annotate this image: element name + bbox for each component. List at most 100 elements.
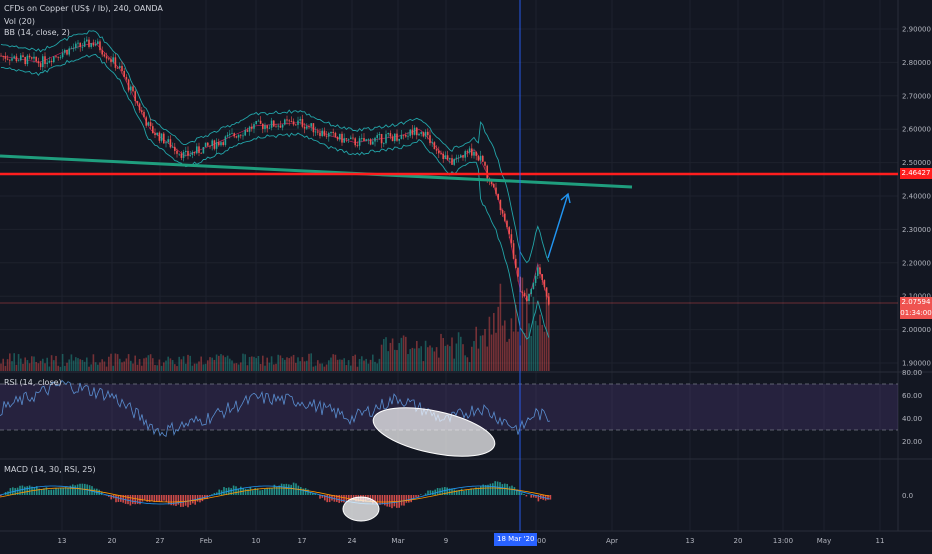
- volume-bar: [249, 357, 251, 371]
- rsi-legend[interactable]: RSI (14, close): [4, 378, 62, 388]
- macd-bar: [283, 484, 285, 495]
- candle-body: [541, 274, 543, 280]
- macd-bar: [218, 490, 220, 495]
- volume-bar: [150, 354, 152, 371]
- candle-body: [533, 283, 535, 289]
- candle-body: [236, 136, 238, 137]
- volume-bar: [449, 346, 451, 371]
- volume-bar: [75, 357, 77, 371]
- volume-bar: [185, 364, 187, 371]
- candle-body: [35, 57, 37, 62]
- macd-tick-label: 0.0: [902, 492, 913, 500]
- volume-legend[interactable]: Vol (20): [4, 17, 35, 27]
- candle-body: [13, 56, 15, 58]
- candle-body: [394, 134, 396, 142]
- volume-bar: [500, 284, 502, 371]
- volume-bar: [299, 361, 301, 371]
- macd-bar: [506, 484, 508, 495]
- candle-body: [11, 58, 13, 60]
- volume-bar: [143, 358, 145, 371]
- volume-bar: [38, 363, 40, 371]
- volume-bar: [418, 348, 420, 371]
- volume-bar: [181, 359, 183, 371]
- candle-body: [262, 124, 264, 129]
- macd-bar: [77, 484, 79, 495]
- candle-body: [436, 149, 438, 150]
- volume-bar: [189, 356, 191, 371]
- candle-body: [458, 158, 460, 159]
- candle-body: [539, 267, 541, 274]
- macd-bar: [290, 485, 292, 495]
- macd-legend[interactable]: MACD (14, 30, RSI, 25): [4, 465, 96, 475]
- volume-bar: [84, 362, 86, 371]
- volume-bar: [46, 358, 48, 371]
- symbol-legend[interactable]: CFDs on Copper (US$ / lb), 240, OANDA: [4, 4, 163, 14]
- candle-body: [409, 130, 411, 136]
- volume-bar: [335, 355, 337, 371]
- macd-bar: [173, 495, 175, 505]
- volume-bar: [167, 357, 169, 371]
- volume-bar: [528, 323, 530, 371]
- candle-body: [480, 156, 482, 161]
- macd-bar: [382, 495, 384, 504]
- volume-bar: [324, 367, 326, 371]
- volume-bar: [304, 361, 306, 371]
- volume-bar: [205, 364, 207, 371]
- macd-bar: [281, 484, 283, 495]
- candle-body: [106, 56, 108, 58]
- candle-body: [24, 57, 26, 64]
- candle-body: [181, 154, 183, 158]
- volume-bar: [22, 364, 24, 371]
- volume-bar: [462, 344, 464, 371]
- price-tick-label: 2.00000: [902, 326, 931, 334]
- candle-body: [537, 267, 539, 275]
- volume-bar: [227, 356, 229, 371]
- volume-bar: [297, 357, 299, 371]
- volume-bar: [20, 359, 22, 371]
- volume-bar: [55, 356, 57, 371]
- volume-bar: [93, 354, 95, 371]
- candle-body: [471, 148, 473, 155]
- price-tick-label: 2.40000: [902, 193, 931, 201]
- volume-bar: [9, 353, 11, 371]
- macd-bar: [29, 486, 31, 495]
- volume-bar: [209, 357, 211, 371]
- candle-body: [194, 152, 196, 153]
- macd-bar: [490, 484, 492, 495]
- macd-bar: [132, 495, 134, 504]
- candle-body: [370, 139, 372, 144]
- candle-body: [128, 79, 130, 90]
- macd-bar: [151, 495, 153, 501]
- volume-bar: [339, 359, 341, 371]
- candle-body: [513, 243, 515, 259]
- candle-body: [86, 40, 88, 42]
- volume-bar: [427, 347, 429, 371]
- volume-bar: [390, 343, 392, 371]
- candle-body: [75, 44, 77, 48]
- time-tick-label: 13:00: [773, 537, 793, 545]
- price-tick-label: 2.80000: [902, 59, 931, 67]
- candle-body: [229, 134, 231, 135]
- macd-bar: [386, 495, 388, 507]
- volume-bar: [511, 318, 513, 371]
- candle-body: [383, 143, 385, 144]
- volume-bar: [313, 367, 315, 371]
- macd-bar: [142, 495, 144, 502]
- macd-bar: [98, 490, 100, 495]
- macd-bar: [389, 495, 391, 507]
- volume-bar: [2, 359, 4, 371]
- volume-bar: [73, 361, 75, 371]
- volume-bar: [5, 366, 7, 371]
- candle-body: [343, 138, 345, 142]
- macd-bar: [463, 491, 465, 495]
- macd-divergence-ellipse[interactable]: [343, 497, 379, 521]
- candle-body: [145, 117, 147, 125]
- bb-legend[interactable]: BB (14, close, 2): [4, 28, 70, 38]
- volume-bar: [277, 355, 279, 371]
- candle-body: [97, 41, 99, 44]
- volume-bar: [187, 355, 189, 371]
- time-tick-label: 13: [58, 537, 67, 545]
- volume-bar: [359, 359, 361, 371]
- volume-bar: [381, 345, 383, 371]
